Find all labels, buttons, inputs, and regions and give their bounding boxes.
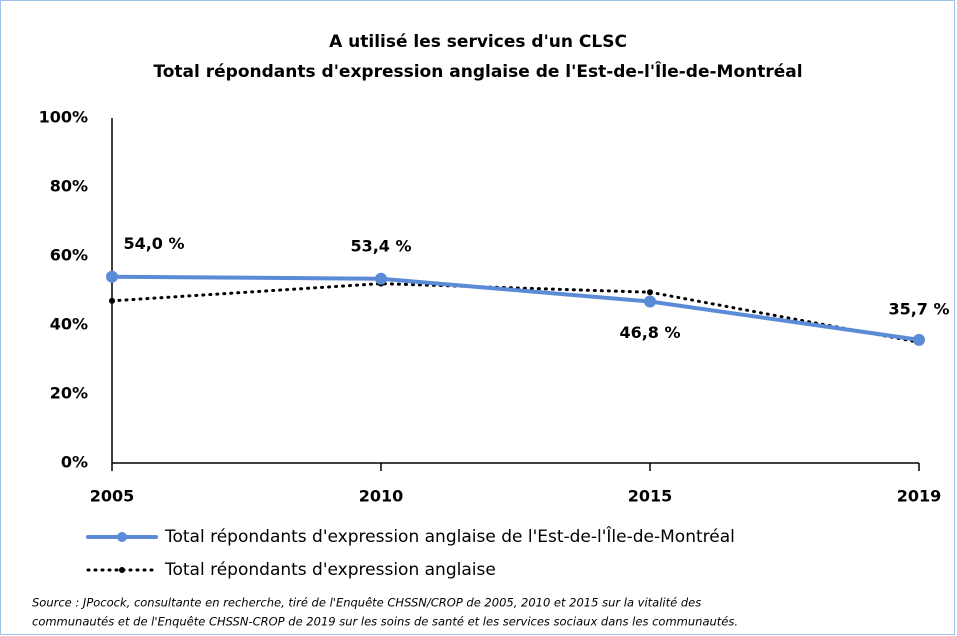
legend-label: Total répondants d'expression anglaise d… (164, 525, 735, 547)
series-line (110, 282, 921, 344)
data-point (109, 297, 115, 304)
legend-marker (119, 567, 125, 573)
data-label: 54,0 % (123, 234, 184, 253)
data-label: 46,8 % (619, 323, 680, 342)
y-tick-label: 60% (50, 246, 88, 265)
y-tick-label: 20% (50, 384, 88, 403)
data-point (913, 333, 925, 346)
legend-label: Total répondants d'expression anglaise (164, 560, 496, 580)
data-label: 35,7 % (888, 299, 949, 318)
data-point (375, 272, 387, 285)
legend-marker (117, 532, 127, 542)
data-label: 53,4 % (350, 236, 411, 255)
x-tick-label: 2010 (359, 487, 404, 506)
data-point (106, 270, 118, 283)
y-tick-label: 40% (50, 315, 88, 334)
chart-subtitle: Total répondants d'expression anglaise d… (153, 60, 802, 82)
x-tick-label: 2019 (897, 487, 942, 506)
y-tick-label: 80% (50, 177, 88, 196)
data-point (647, 289, 653, 296)
chart-title: A utilisé les services d'un CLSC (329, 32, 627, 52)
x-tick-label: 2015 (628, 487, 673, 506)
y-tick-label: 0% (61, 453, 88, 472)
source-note: communautés et de l'Enquête CHSSN-CROP d… (32, 615, 738, 629)
y-tick-label: 100% (39, 108, 88, 127)
x-tick-label: 2005 (90, 487, 135, 506)
data-point (644, 295, 656, 308)
source-note: Source : JPocock, consultante en recherc… (32, 596, 701, 610)
series-line (110, 274, 921, 342)
